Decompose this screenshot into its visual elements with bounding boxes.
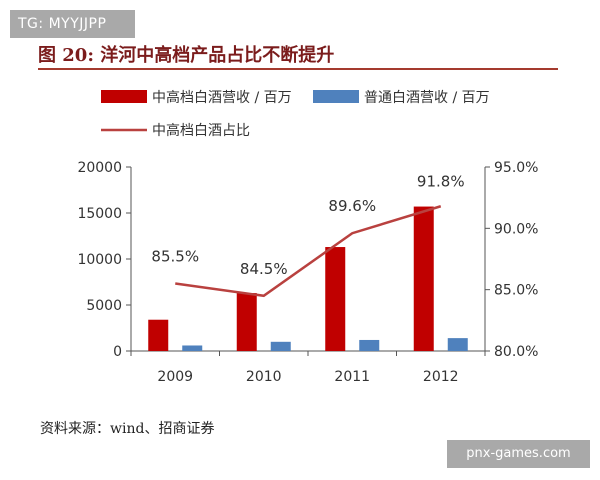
share-data-label-2012: 91.8%	[417, 172, 465, 190]
y-right-tick-label: 80.0%	[494, 344, 538, 360]
y-left-tick-label: 20000	[77, 160, 122, 176]
share-data-label-2011: 89.6%	[328, 197, 376, 215]
legend-label-normal: 普通白酒营收 / 百万	[364, 90, 490, 106]
title-divider	[38, 68, 558, 70]
bar-high-end-2011	[325, 247, 346, 351]
watermark-bottom: pnx-games.com	[447, 440, 590, 468]
y-left-tick-label: 10000	[77, 252, 122, 268]
share-data-label-2010: 84.5%	[240, 260, 288, 278]
bar-high-end-2012	[413, 206, 434, 351]
x-tick-label: 2012	[423, 369, 459, 385]
y-right-tick-label: 95.0%	[494, 160, 538, 176]
x-tick-label: 2011	[334, 369, 370, 385]
bar-high-end-2009	[148, 319, 169, 351]
y-left-tick-label: 5000	[86, 298, 122, 314]
y-left-tick-label: 15000	[77, 206, 122, 222]
source-note: 资料来源：wind、招商证券	[40, 421, 215, 437]
legend-swatch-high-end	[101, 90, 147, 103]
watermark-top: TG: MYYJJPP	[10, 10, 135, 38]
legend-label-high-end: 中高档白酒营收 / 百万	[152, 89, 292, 106]
bar-normal-2009	[182, 345, 203, 351]
bar-normal-2012	[447, 338, 468, 351]
y-right-tick-label: 85.0%	[494, 283, 538, 299]
bar-high-end-2010	[236, 293, 257, 351]
x-tick-label: 2010	[246, 369, 282, 385]
legend-label-share: 中高档白酒占比	[152, 122, 250, 139]
figure-title: 图 20: 洋河中高档产品占比不断提升	[38, 45, 335, 66]
x-tick-label: 2009	[157, 369, 193, 385]
y-left-tick-label: 0	[113, 344, 122, 360]
share-data-label-2009: 85.5%	[151, 248, 199, 266]
bar-normal-2011	[359, 339, 380, 351]
share-line	[175, 205, 442, 298]
legend-swatch-normal	[313, 90, 359, 103]
y-right-tick-label: 90.0%	[494, 221, 538, 237]
bar-normal-2010	[270, 341, 291, 351]
